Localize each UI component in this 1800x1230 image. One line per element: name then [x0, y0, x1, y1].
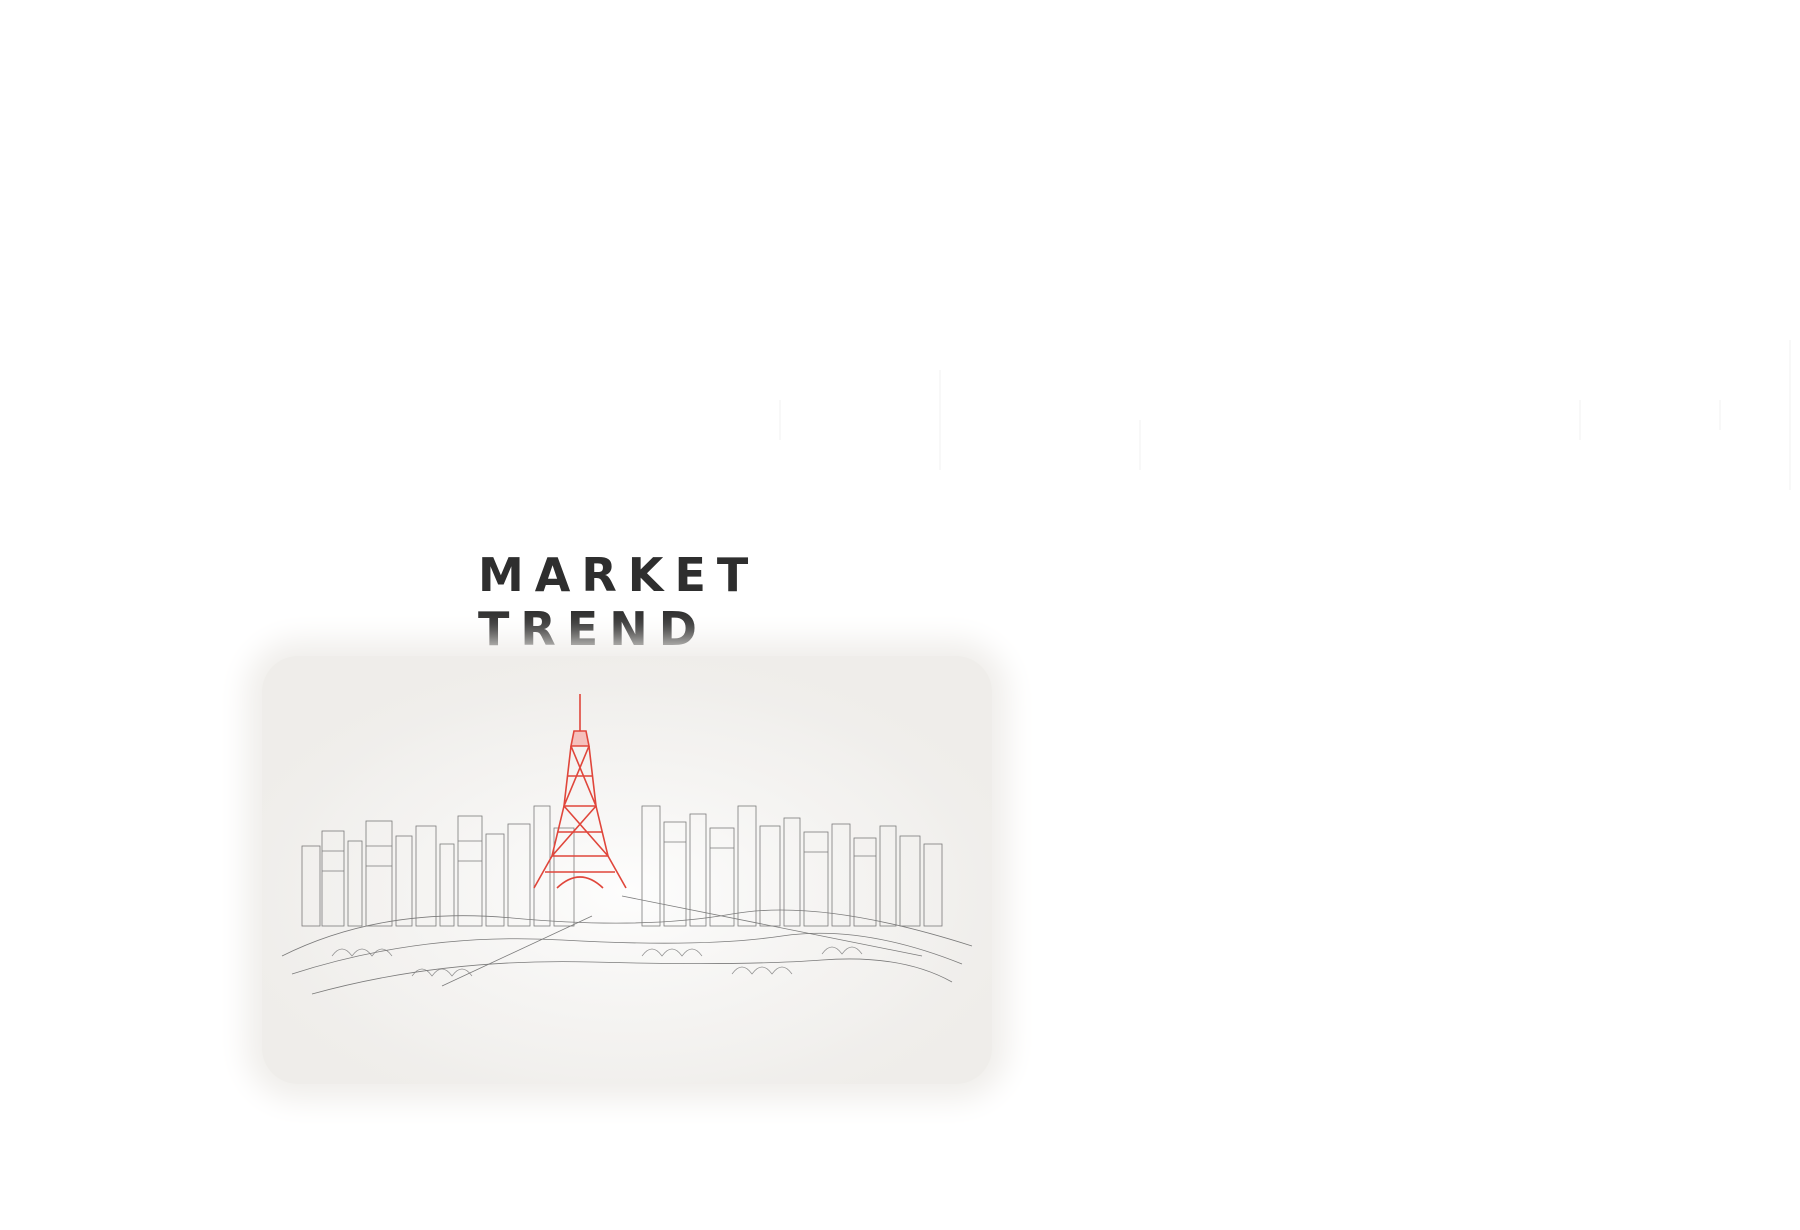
tokyo-skyline-sketch-illustration [262, 656, 992, 1084]
tokyo-tower-icon [533, 694, 627, 889]
title-line-1: MARKET [478, 548, 760, 602]
section-title: MARKET TREND [478, 548, 759, 656]
city-buildings-sketch [281, 805, 973, 995]
title-line-2: TREND [478, 602, 708, 656]
faint-background-graphic [760, 320, 1800, 500]
trees-sketch [331, 946, 863, 977]
